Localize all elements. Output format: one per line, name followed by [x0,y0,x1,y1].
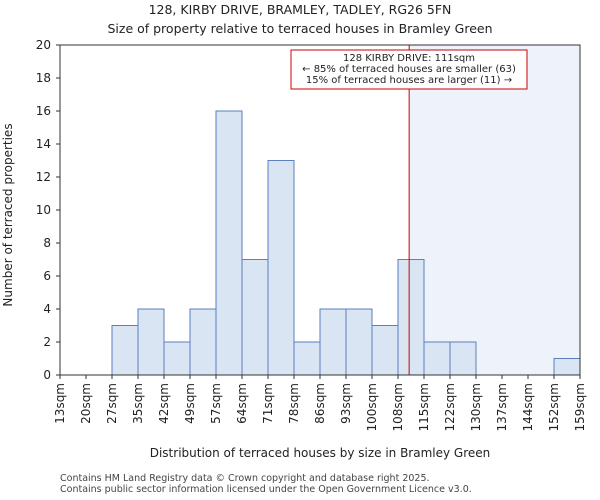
y-axis-title: Number of terraced properties [1,123,15,306]
x-tick-label: 35sqm [131,383,145,424]
x-tick-label: 57sqm [209,383,223,424]
annotation-line-2: ← 85% of terraced houses are smaller (63… [302,64,516,75]
x-tick-label: 130sqm [469,383,483,431]
histogram-bar [397,259,425,376]
histogram-bar [111,325,139,376]
x-tick-label: 115sqm [417,383,431,431]
x-axis-title: Distribution of terraced houses by size … [150,446,491,460]
histogram-bar [241,259,269,376]
x-tick-label: 86sqm [313,383,327,424]
x-tick-label: 159sqm [573,383,587,431]
chart-subtitle: Size of property relative to terraced ho… [107,21,492,36]
histogram-bar [319,308,347,376]
footer-licence: Contains public sector information licen… [60,484,472,495]
x-tick-label: 13sqm [53,383,67,424]
y-tick-label: 4 [43,302,51,316]
y-tick-label: 6 [43,269,51,283]
x-tick-label: 144sqm [521,383,535,431]
y-tick-label: 16 [36,104,51,118]
histogram-bar [293,341,321,376]
x-tick-label: 137sqm [495,383,509,431]
x-tick-label: 71sqm [261,383,275,424]
histogram-bar [215,110,243,376]
footer-copyright: Contains HM Land Registry data © Crown c… [60,473,430,484]
annotation-line-3: 15% of terraced houses are larger (11) → [306,75,512,86]
histogram-bar [345,308,373,376]
annotation-box [290,49,528,90]
marker-annotation: 128 KIRBY DRIVE: 111sqm ← 85% of terrace… [290,49,528,90]
x-tick-label: 108sqm [391,383,405,431]
histogram-bar [189,308,217,376]
histogram-bar [449,341,477,376]
y-tick-label: 8 [43,236,51,250]
y-tick-label: 20 [36,38,51,52]
y-tick-label: 10 [36,203,51,217]
y-tick-label: 2 [43,335,51,349]
annotation-line-1: 128 KIRBY DRIVE: 111sqm [343,53,475,64]
x-tick-label: 49sqm [183,383,197,424]
y-tick-label: 14 [36,137,51,151]
x-tick-label: 78sqm [287,383,301,424]
y-tick-label: 0 [43,368,51,382]
histogram-bar [163,341,191,376]
histogram-chart: 0 2 4 6 8 10 12 14 16 18 20 13sqm 20sqm 27sqm 35sqm 42… [1,2,587,460]
histogram-bar [267,160,295,376]
x-tick-label: 27sqm [105,383,119,424]
histogram-bar [371,325,399,376]
y-tick-label: 18 [36,71,51,85]
histogram-bar [553,358,581,376]
x-tick-label: 100sqm [365,383,379,431]
x-tick-label: 42sqm [157,383,171,424]
larger-properties-highlight [409,45,580,375]
histogram-bar [137,308,165,376]
x-tick-label: 64sqm [235,383,249,424]
x-tick-label: 152sqm [547,383,561,431]
histogram-bar [423,341,451,376]
x-tick-label: 122sqm [443,383,457,431]
x-tick-label: 20sqm [79,383,93,424]
chart-title: 128, KIRBY DRIVE, BRAMLEY, TADLEY, RG26 … [149,2,452,17]
x-tick-label: 93sqm [339,383,353,424]
y-tick-label: 12 [36,170,51,184]
